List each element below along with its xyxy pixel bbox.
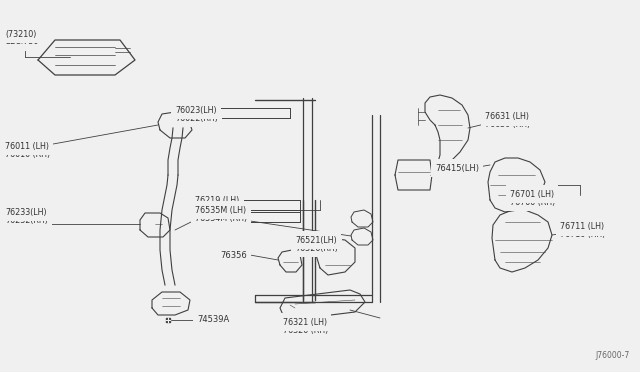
Text: 76535M (LH): 76535M (LH) <box>195 205 246 215</box>
Text: 76022(RH): 76022(RH) <box>175 113 218 122</box>
Text: 76320 (RH): 76320 (RH) <box>283 326 328 334</box>
Text: 76356: 76356 <box>220 250 247 260</box>
Text: 76321 (LH): 76321 (LH) <box>283 317 327 327</box>
Text: 76521(LH): 76521(LH) <box>295 235 337 244</box>
Text: 74539A: 74539A <box>197 315 229 324</box>
Text: 76010 (RH): 76010 (RH) <box>5 150 50 158</box>
Text: 76701 (LH): 76701 (LH) <box>510 189 554 199</box>
Text: 76233(LH): 76233(LH) <box>5 208 47 217</box>
Text: 76023(LH): 76023(LH) <box>175 106 216 115</box>
Text: J76000-7: J76000-7 <box>596 351 630 360</box>
Text: 76415(LH): 76415(LH) <box>435 164 479 173</box>
Text: 76711 (LH): 76711 (LH) <box>560 222 604 231</box>
Text: 76232(RH): 76232(RH) <box>5 215 48 224</box>
Text: 76710 (RH): 76710 (RH) <box>560 231 605 240</box>
Text: 76219 (LH): 76219 (LH) <box>195 196 239 205</box>
Text: SEC.730: SEC.730 <box>5 38 38 46</box>
Text: 76011 (LH): 76011 (LH) <box>5 141 49 151</box>
Text: 76520(RH): 76520(RH) <box>295 244 338 253</box>
Text: 76700 (RH): 76700 (RH) <box>510 198 556 206</box>
Text: 76631 (LH): 76631 (LH) <box>485 112 529 122</box>
Text: (73210): (73210) <box>5 29 36 38</box>
Text: 76218 (RH): 76218 (RH) <box>195 203 240 212</box>
Text: 76630 (RH): 76630 (RH) <box>485 121 530 129</box>
Text: 76534M (RH): 76534M (RH) <box>195 214 247 222</box>
